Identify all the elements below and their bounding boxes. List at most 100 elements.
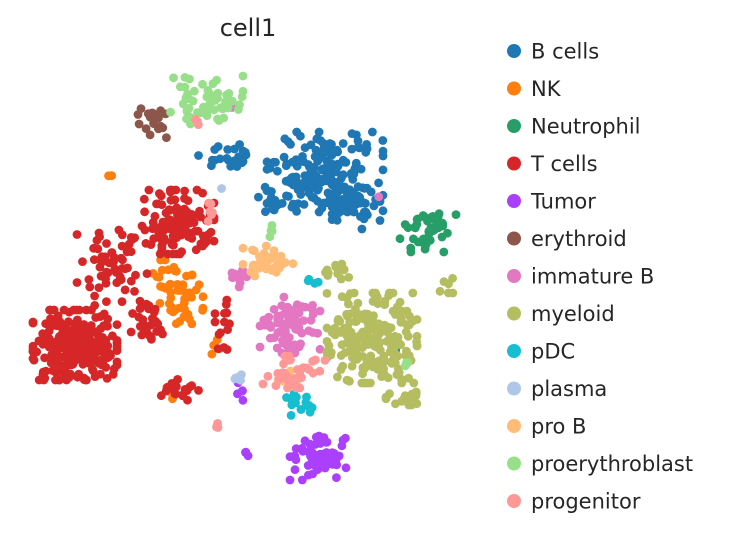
point-t-cells — [168, 186, 177, 195]
point-t-cells — [142, 300, 151, 309]
point-b-cells — [325, 148, 334, 157]
point-t-cells — [141, 226, 150, 235]
point-t-cells — [168, 379, 177, 388]
point-neutrophil — [406, 244, 415, 253]
point-progenitor — [204, 217, 213, 226]
legend-item-neutrophil: Neutrophil — [507, 115, 641, 139]
legend-label-b-cells: B cells — [531, 40, 599, 64]
point-t-cells — [96, 370, 105, 379]
point-t-cells — [130, 287, 139, 296]
legend-item-pdc: pDC — [507, 340, 575, 364]
point-t-cells — [95, 229, 104, 238]
point-t-cells — [194, 386, 203, 395]
point-nk — [172, 319, 181, 328]
legend-marker-myeloid — [507, 307, 521, 321]
point-b-cells — [194, 151, 203, 160]
point-b-cells — [286, 140, 295, 149]
point-b-cells — [316, 136, 325, 145]
point-progenitor — [264, 372, 273, 381]
point-proerythroblast — [401, 361, 410, 370]
point-t-cells — [110, 253, 119, 262]
point-t-cells — [58, 334, 67, 343]
point-t-cells — [220, 318, 229, 327]
point-proerythroblast — [239, 72, 248, 81]
point-myeloid — [374, 319, 383, 328]
point-immature-b — [228, 273, 237, 282]
point-pdc — [305, 401, 314, 410]
point-immature-b — [277, 311, 286, 320]
point-b-cells — [282, 192, 291, 201]
point-neutrophil — [438, 222, 447, 231]
point-neutrophil — [414, 238, 423, 247]
point-t-cells — [113, 320, 122, 329]
point-t-cells — [50, 306, 59, 315]
point-t-cells — [29, 354, 38, 363]
point-erythroid — [135, 120, 144, 129]
point-proerythroblast — [183, 106, 192, 115]
point-myeloid — [361, 379, 370, 388]
point-t-cells — [54, 360, 63, 369]
point-myeloid — [444, 279, 453, 288]
point-nk — [104, 171, 113, 180]
legend-label-immature-b: immature B — [531, 265, 654, 289]
point-myeloid — [337, 365, 346, 374]
point-pro-b — [250, 272, 259, 281]
point-t-cells — [75, 326, 84, 335]
point-t-cells — [94, 341, 103, 350]
point-t-cells — [174, 225, 183, 234]
point-b-cells — [368, 128, 377, 137]
legend-marker-tumor — [507, 194, 521, 208]
point-myeloid — [351, 338, 360, 347]
point-t-cells — [211, 309, 220, 318]
point-nk — [188, 271, 197, 280]
point-b-cells — [355, 193, 364, 202]
point-b-cells — [269, 158, 278, 167]
legend-item-tumor: Tumor — [507, 190, 596, 214]
series-erythroid — [134, 104, 171, 142]
point-b-cells — [327, 159, 336, 168]
legend-marker-neutrophil — [507, 119, 521, 133]
point-plasma — [231, 374, 240, 383]
point-myeloid — [395, 368, 404, 377]
point-t-cells — [176, 206, 185, 215]
point-b-cells — [254, 193, 263, 202]
point-myeloid — [391, 399, 400, 408]
point-myeloid — [344, 273, 353, 282]
point-b-cells — [261, 183, 270, 192]
point-b-cells — [320, 199, 329, 208]
legend-label-neutrophil: Neutrophil — [531, 115, 641, 139]
point-b-cells — [308, 163, 317, 172]
point-tumor — [286, 476, 295, 485]
point-t-cells — [215, 330, 224, 339]
point-erythroid — [154, 123, 163, 132]
point-b-cells — [288, 158, 297, 167]
point-erythroid — [134, 110, 143, 119]
point-immature-b — [299, 316, 308, 325]
point-b-cells — [326, 139, 335, 148]
point-b-cells — [216, 154, 225, 163]
legend-label-plasma: plasma — [531, 377, 607, 401]
point-b-cells — [379, 152, 388, 161]
point-t-cells — [103, 322, 112, 331]
point-nk — [165, 299, 174, 308]
point-myeloid — [349, 348, 358, 357]
point-b-cells — [285, 176, 294, 185]
point-proerythroblast — [216, 103, 225, 112]
point-pro-b — [239, 244, 248, 253]
point-t-cells — [127, 328, 136, 337]
point-myeloid — [323, 348, 332, 357]
point-t-cells — [64, 317, 73, 326]
point-myeloid — [343, 294, 352, 303]
series-b-cells — [194, 128, 387, 234]
point-b-cells — [312, 146, 321, 155]
point-b-cells — [214, 142, 223, 151]
point-t-cells — [222, 300, 231, 309]
point-t-cells — [102, 239, 111, 248]
point-t-cells — [48, 318, 57, 327]
legend-label-progenitor: progenitor — [531, 490, 641, 514]
point-tumor — [315, 432, 324, 441]
point-progenitor — [285, 356, 294, 365]
point-t-cells — [140, 207, 149, 216]
point-t-cells — [118, 231, 127, 240]
